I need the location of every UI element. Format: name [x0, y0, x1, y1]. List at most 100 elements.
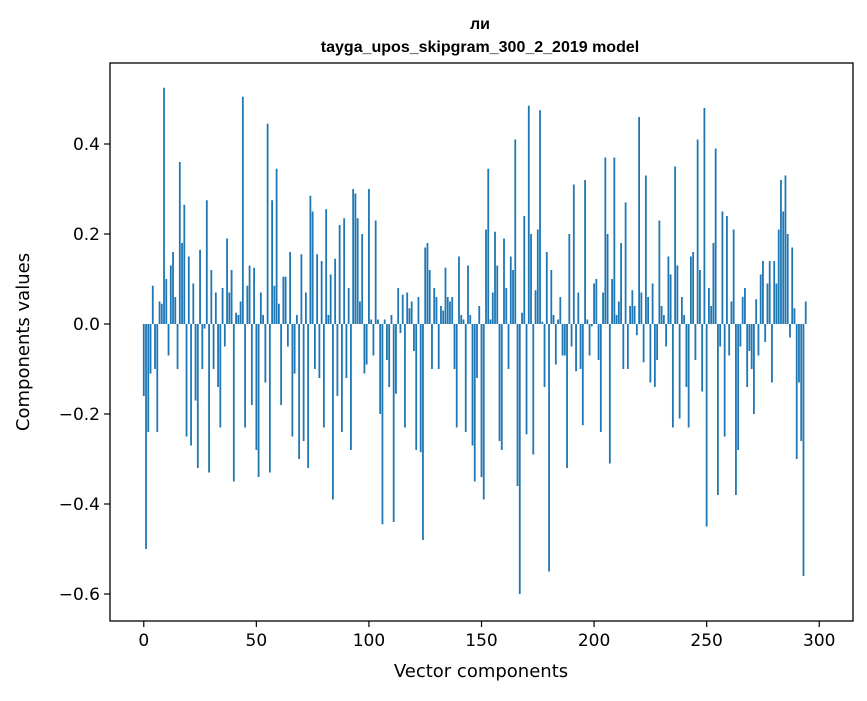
bar	[291, 324, 294, 437]
bar	[608, 324, 611, 464]
bar	[183, 204, 186, 324]
bar	[235, 312, 237, 324]
bar	[365, 324, 368, 365]
x-tick-label: 150	[465, 631, 497, 651]
bar	[638, 117, 641, 324]
bar	[397, 288, 400, 324]
bar	[359, 301, 361, 324]
x-tick-label: 200	[578, 631, 610, 651]
y-axis-label: Components values	[13, 253, 34, 431]
bar	[762, 261, 764, 324]
bar	[381, 324, 384, 525]
bar	[241, 96, 244, 324]
bar	[728, 324, 731, 356]
bar	[325, 209, 328, 324]
bar	[606, 234, 609, 324]
bar	[755, 299, 758, 324]
bar	[557, 319, 559, 324]
x-axis-label: Vector components	[394, 661, 568, 682]
bar	[572, 184, 575, 324]
bar	[804, 301, 807, 324]
bar	[768, 261, 771, 324]
y-tick-label: 0.0	[73, 315, 100, 335]
bar	[505, 288, 508, 324]
bar	[399, 324, 402, 333]
bar	[568, 234, 571, 324]
bar	[753, 324, 755, 414]
bar	[586, 319, 589, 324]
bar	[563, 324, 566, 356]
x-tick-label: 50	[246, 631, 268, 651]
bar	[509, 256, 512, 324]
bar	[640, 292, 643, 324]
bar	[633, 306, 636, 324]
bar	[377, 319, 379, 324]
bar	[350, 324, 352, 450]
bar	[793, 308, 796, 324]
bar	[149, 324, 152, 374]
bar	[464, 324, 467, 432]
bar	[145, 324, 147, 549]
bar	[494, 231, 496, 324]
bar	[404, 324, 406, 428]
y-axis-ticks: −0.6 −0.4 −0.2 0.0 0.2 0.4	[59, 135, 110, 605]
bar	[422, 324, 424, 540]
bar	[584, 180, 586, 324]
bar	[478, 306, 481, 324]
x-tick-label: 100	[353, 631, 385, 651]
bar	[228, 292, 231, 324]
bar	[473, 324, 476, 482]
bar	[455, 324, 458, 428]
bar	[289, 252, 292, 324]
bar	[446, 297, 449, 324]
bar	[732, 229, 735, 324]
bar	[712, 243, 715, 324]
bar	[176, 324, 179, 369]
bar	[388, 324, 391, 387]
bar	[194, 324, 197, 401]
bar	[780, 180, 782, 324]
bar	[721, 211, 724, 324]
bar	[512, 270, 514, 324]
bar	[451, 297, 454, 324]
bar	[539, 110, 541, 324]
bar	[489, 319, 492, 324]
bar	[185, 324, 188, 437]
bar	[658, 220, 661, 324]
bar	[487, 168, 490, 324]
bar	[167, 324, 170, 356]
bar	[795, 324, 798, 459]
y-tick-label: −0.6	[59, 585, 100, 605]
bar	[662, 315, 665, 324]
bar	[791, 247, 794, 324]
bar	[710, 306, 713, 324]
bar	[683, 315, 686, 324]
bar	[462, 319, 465, 324]
bar	[334, 258, 337, 324]
bar	[223, 324, 226, 347]
bar	[293, 324, 296, 374]
bar	[559, 297, 562, 324]
bar	[327, 315, 330, 324]
bar	[343, 218, 346, 324]
bar	[300, 254, 303, 324]
bar	[602, 292, 604, 324]
bar	[268, 324, 271, 473]
bar	[212, 324, 215, 369]
bar	[352, 189, 355, 324]
bar	[248, 265, 251, 324]
bar	[160, 303, 163, 324]
bar	[626, 324, 629, 369]
bar	[726, 216, 728, 324]
bar	[588, 324, 591, 356]
bar	[561, 324, 564, 356]
bar	[782, 211, 785, 324]
bar	[309, 195, 312, 324]
bar	[282, 276, 285, 324]
bar	[165, 279, 168, 324]
bar	[701, 324, 704, 392]
bar	[208, 324, 210, 473]
bar	[307, 324, 310, 468]
bar	[480, 324, 483, 477]
bar	[329, 274, 332, 324]
